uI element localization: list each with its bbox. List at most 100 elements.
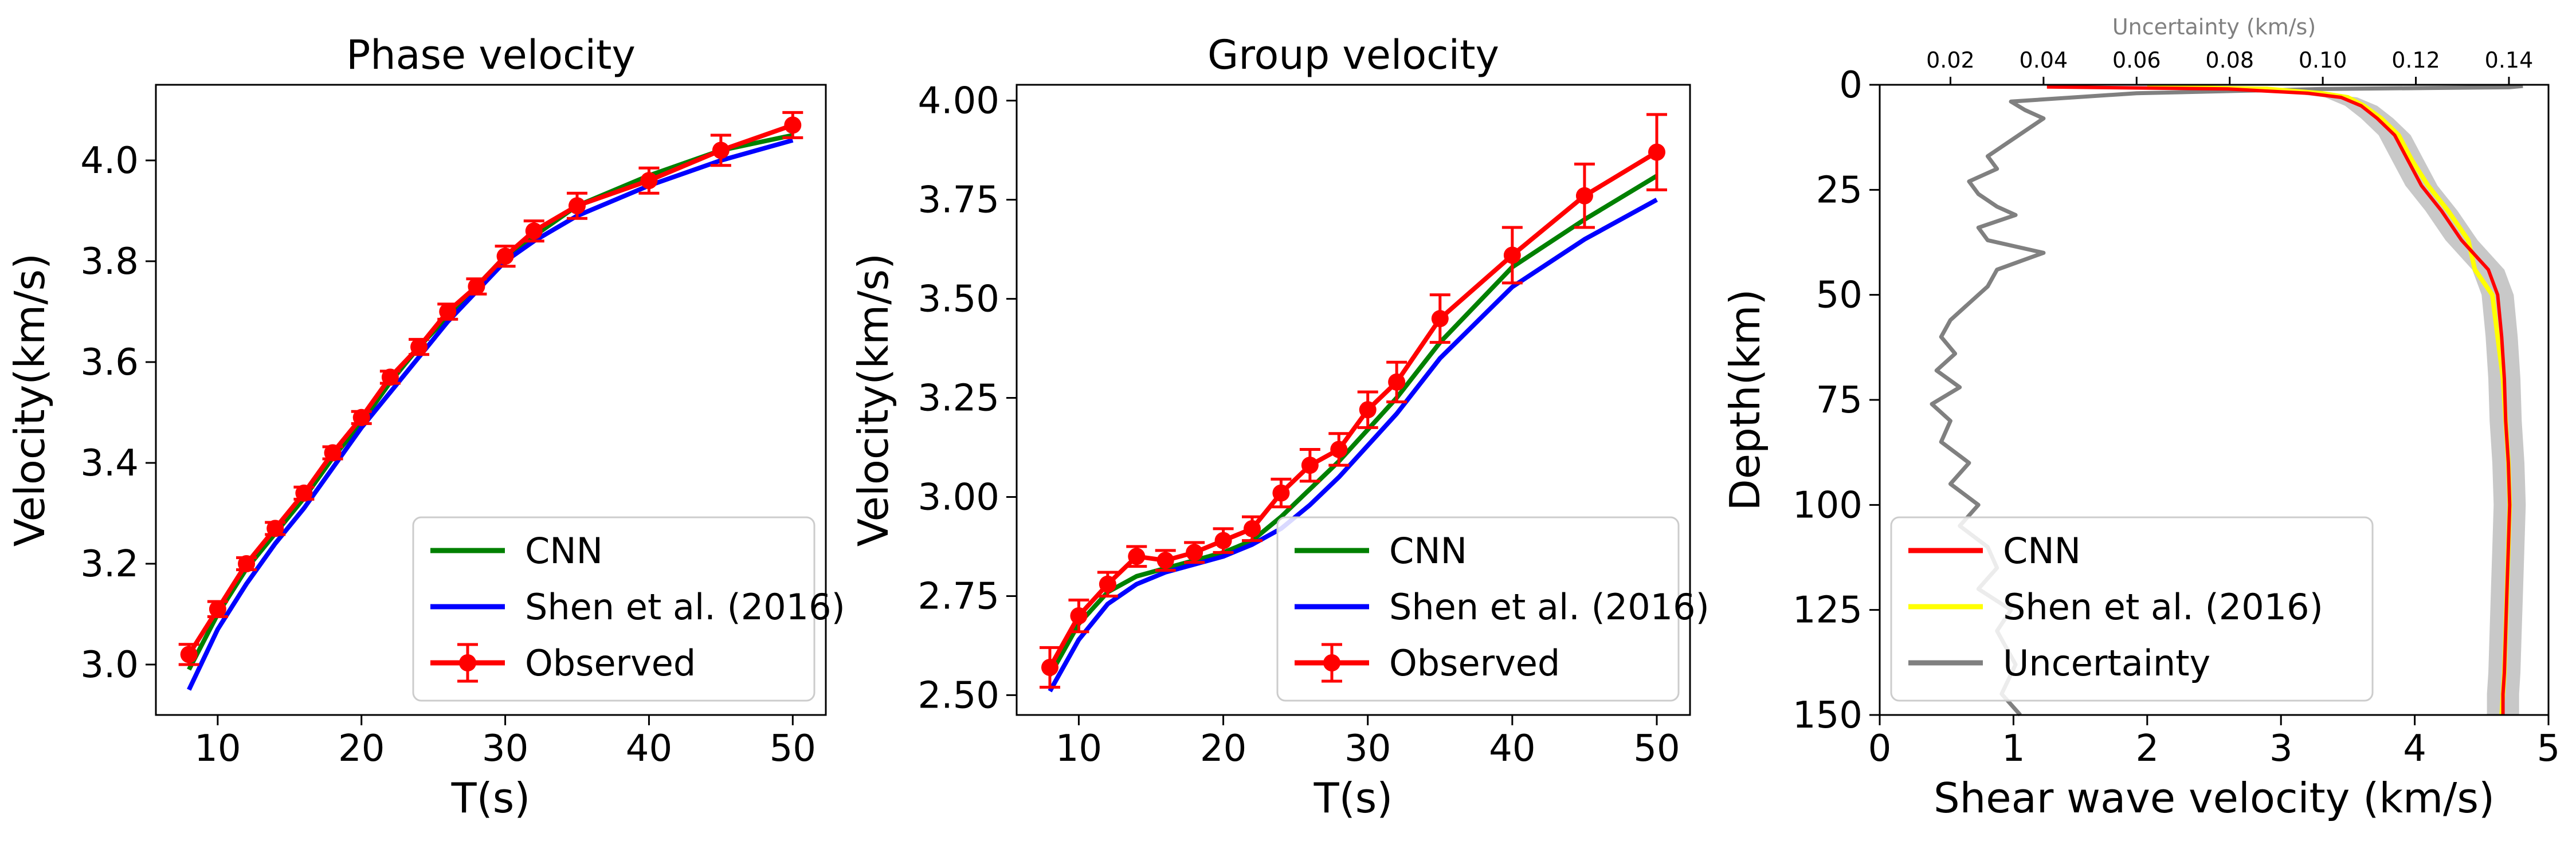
y-tick-label: 150 xyxy=(1793,694,1863,737)
y-tick-label: 50 xyxy=(1816,274,1863,317)
top-x-tick-label: 0.12 xyxy=(2391,48,2440,73)
x-tick-label: 40 xyxy=(1489,728,1535,770)
data-point xyxy=(1575,187,1593,205)
plot-frame xyxy=(155,84,827,716)
data-point xyxy=(1648,143,1666,161)
legend-frame xyxy=(412,516,815,702)
data-point xyxy=(712,142,730,159)
legend-entry-label: Shen et al. (2016) xyxy=(525,586,845,628)
y-tick-label: 125 xyxy=(1793,590,1863,632)
y-tick-label: 0 xyxy=(1839,64,1863,107)
x-tick-label: 50 xyxy=(1633,728,1680,770)
y-tick-label: 3.50 xyxy=(918,278,1000,321)
panel-1: 10 20 30 40 50 3.0 3.2 3.4 3.6 3.8 4.0 Phase veloci… xyxy=(6,32,845,822)
top-x-tick-label: 0.06 xyxy=(2112,48,2161,73)
panel-title: Group velocity xyxy=(1207,32,1499,78)
series-line-cnn xyxy=(1048,174,1658,677)
y-tick-label: 3.25 xyxy=(918,378,1000,420)
top-x-axis-label: Uncertainty (km/s) xyxy=(2112,14,2316,40)
y-tick-label: 100 xyxy=(1793,484,1863,526)
x-tick-label: 1 xyxy=(2002,728,2025,770)
legend-entry-label: Observed xyxy=(525,642,696,684)
top-x-tick-label: 0.14 xyxy=(2485,48,2534,73)
x-tick-label: 10 xyxy=(1056,728,1102,770)
series-line-cnn xyxy=(2046,85,2512,715)
data-point xyxy=(1272,484,1290,502)
data-point xyxy=(1128,548,1146,565)
legend-entry-label: CNN xyxy=(2003,530,2081,572)
data-point xyxy=(324,444,342,462)
data-point xyxy=(1243,520,1261,537)
data-point xyxy=(1388,373,1406,391)
x-tick-label: 3 xyxy=(2269,728,2293,770)
y-tick-label: 3.2 xyxy=(80,543,139,585)
data-point xyxy=(1070,607,1088,625)
legend: CNN Shen et al. (2016) Uncertainty xyxy=(1890,516,2374,702)
data-point xyxy=(1099,575,1116,593)
y-tick-label: 3.0 xyxy=(80,644,139,686)
x-tick-label: 10 xyxy=(194,728,241,770)
legend-entry-label: CNN xyxy=(525,530,603,572)
y-tick-label: 4.00 xyxy=(918,80,1000,123)
data-point xyxy=(1503,246,1521,264)
legend: CNN Shen et al. (2016) Observed xyxy=(1276,516,1710,702)
data-point xyxy=(525,222,543,240)
legend-frame xyxy=(1890,516,2374,702)
legend-entry-label: Observed xyxy=(1389,642,1560,684)
top-x-tick-label: 0.04 xyxy=(2020,48,2068,73)
legend-entry-label: CNN xyxy=(1389,530,1467,572)
y-tick-label: 3.00 xyxy=(918,476,1000,518)
y-axis-label: Depth(km) xyxy=(1721,289,1769,510)
x-tick-label: 30 xyxy=(482,728,528,770)
y-tick-label: 2.75 xyxy=(918,575,1000,618)
plot-frame xyxy=(1879,84,2550,716)
x-axis-label: T(s) xyxy=(451,774,531,822)
data-point xyxy=(180,646,198,663)
x-tick-label: 20 xyxy=(1200,728,1246,770)
data-point xyxy=(352,408,370,426)
top-x-tick-label: 0.02 xyxy=(1926,48,1975,73)
y-tick-label: 3.6 xyxy=(80,341,139,384)
x-tick-label: 2 xyxy=(2135,728,2159,770)
data-point xyxy=(1301,457,1319,474)
data-point xyxy=(381,368,399,386)
data-point xyxy=(468,278,485,295)
legend: CNN Shen et al. (2016) Observed xyxy=(412,516,845,702)
data-point xyxy=(1431,310,1449,328)
legend-entry-label: Shen et al. (2016) xyxy=(1389,586,1710,628)
y-tick-label: 2.50 xyxy=(918,674,1000,717)
x-tick-label: 5 xyxy=(2537,728,2561,770)
data-point xyxy=(266,520,284,537)
data-point xyxy=(1359,401,1377,419)
legend-frame xyxy=(1276,516,1680,702)
legend-entry-label: Shen et al. (2016) xyxy=(2003,586,2323,628)
top-x-tick-label: 0.10 xyxy=(2299,48,2347,73)
data-point xyxy=(1041,658,1058,676)
y-tick-label: 25 xyxy=(1816,169,1863,211)
y-tick-label: 3.4 xyxy=(80,442,139,485)
data-point xyxy=(1330,441,1348,458)
data-point xyxy=(238,555,256,572)
data-point xyxy=(410,338,428,356)
y-axis-label: Velocity(km/s) xyxy=(849,253,897,547)
panel-title: Phase velocity xyxy=(346,32,636,78)
data-point xyxy=(496,247,514,265)
data-point xyxy=(1156,552,1174,569)
data-point xyxy=(568,197,586,215)
legend-entry-label: Uncertainty xyxy=(2003,642,2210,684)
x-tick-label: 30 xyxy=(1344,728,1391,770)
x-tick-label: 50 xyxy=(770,728,816,770)
x-tick-label: 20 xyxy=(338,728,385,770)
top-x-tick-label: 0.08 xyxy=(2205,48,2254,73)
plot-frame xyxy=(1015,84,1691,716)
data-point xyxy=(640,172,658,190)
y-tick-label: 3.8 xyxy=(80,241,139,283)
data-point xyxy=(784,116,802,134)
data-point xyxy=(295,484,313,502)
x-axis-label: Shear wave velocity (km/s) xyxy=(1934,774,2495,822)
series-line-shen-et-al-2016- xyxy=(187,137,794,691)
x-tick-label: 4 xyxy=(2403,728,2426,770)
y-tick-label: 3.75 xyxy=(918,179,1000,222)
